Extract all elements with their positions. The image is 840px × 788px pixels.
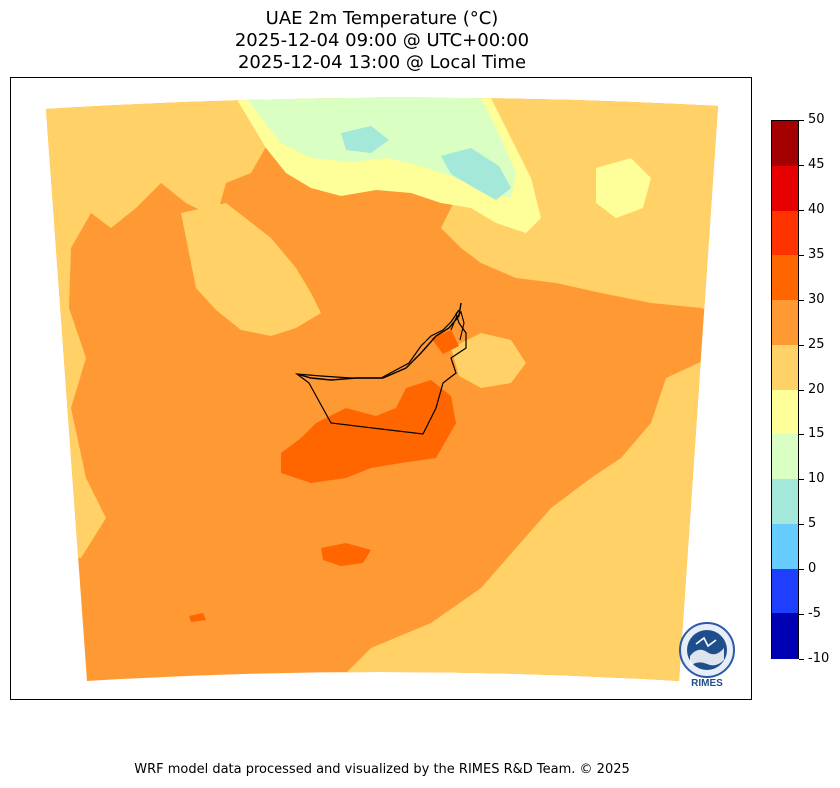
map-title-line-3: 2025-12-04 13:00 @ Local Time (237, 52, 527, 73)
temp-band-30-35-main (281, 380, 456, 483)
colorbar-tick (799, 344, 804, 346)
colorbar-cell (772, 613, 798, 659)
colorbar-tick (799, 164, 804, 166)
temp-band-20-25-gulf (451, 333, 526, 388)
temp-band-10-15 (246, 98, 516, 198)
colorbar-tick (799, 120, 804, 121)
temp-band-30-35-south (321, 543, 371, 566)
colorbar-cell (772, 300, 798, 346)
colorbar-cell (772, 165, 798, 211)
colorbar-tick (799, 524, 804, 526)
rimes-logo-text: RIMES (691, 678, 723, 688)
uae-coastline (296, 302, 462, 381)
colorbar-tick-label: 40 (808, 201, 825, 217)
colorbar-tick (799, 299, 804, 301)
temperature-colorbar (771, 120, 799, 659)
map-frame (10, 77, 752, 700)
colorbar-cell (772, 255, 798, 301)
temp-band-5-10 (441, 148, 511, 200)
colorbar-tick-label: -5 (808, 606, 821, 622)
colorbar-cell (772, 389, 798, 435)
temp-band-30-35-gulf-coast (431, 330, 459, 354)
map-title-line-1: UAE 2m Temperature (°C) (265, 8, 499, 29)
colorbar-tick-label: 20 (808, 381, 825, 397)
footer-credit: WRF model data processed and visualized … (134, 762, 630, 777)
rimes-logo: RIMES (679, 622, 735, 688)
colorbar-tick (799, 209, 804, 211)
colorbar-cell (772, 523, 798, 569)
colorbar-cell (772, 434, 798, 480)
colorbar-tick (799, 569, 804, 571)
musandam-outline (450, 310, 465, 341)
colorbar-tick-label: 25 (808, 336, 825, 352)
colorbar-tick-label: 30 (808, 291, 825, 307)
colorbar-tick (799, 434, 804, 436)
colorbar-tick-label: 50 (808, 112, 825, 127)
colorbar-tick-label: 0 (808, 561, 817, 577)
temperature-map (46, 97, 718, 681)
colorbar-tick-label: -10 (808, 651, 830, 666)
colorbar-tick-label: 45 (808, 156, 825, 172)
colorbar-tick-label: 15 (808, 426, 825, 442)
temp-band-20-25-southeast (341, 348, 718, 681)
colorbar-cell (772, 121, 798, 167)
colorbar-tick-label: 10 (808, 471, 825, 487)
temp-band-20-25-central (181, 203, 321, 336)
colorbar-tick (799, 659, 804, 660)
colorbar-tick-label: 5 (808, 516, 817, 532)
colorbar-cell (772, 568, 798, 614)
colorbar-tick (799, 389, 804, 391)
colorbar-cell (772, 210, 798, 256)
colorbar-tick (799, 614, 804, 616)
colorbar-tick-label: 35 (808, 246, 825, 262)
map-title-line-2: 2025-12-04 09:00 @ UTC+00:00 (234, 30, 530, 51)
temp-band-30-35-west-dot (189, 613, 206, 622)
temp-band-5-10-b (341, 126, 389, 153)
temp-band-15-20-east (596, 158, 651, 218)
colorbar-cell (772, 344, 798, 390)
colorbar-tick (799, 479, 804, 481)
colorbar-tick (799, 254, 804, 256)
colorbar-cell (772, 479, 798, 525)
